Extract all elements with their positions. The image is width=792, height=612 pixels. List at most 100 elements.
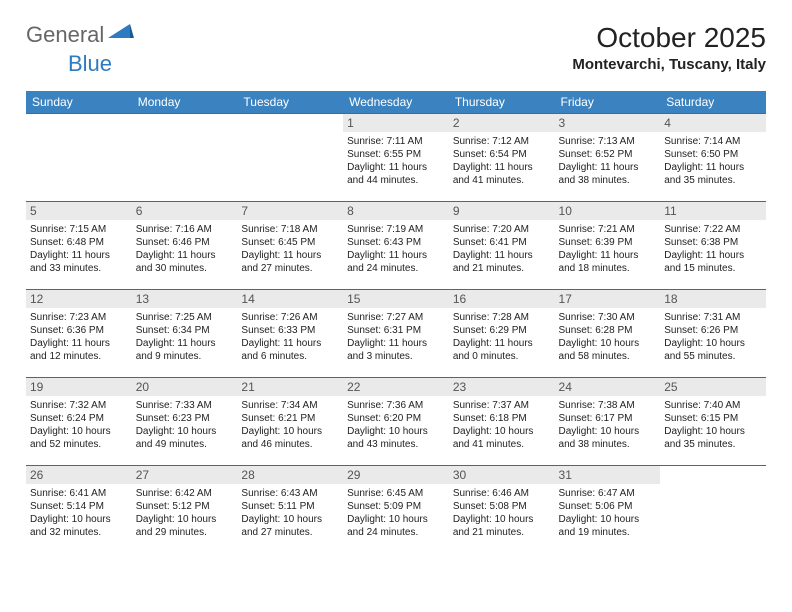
day-number: 30 (449, 466, 555, 484)
location-label: Montevarchi, Tuscany, Italy (572, 56, 766, 73)
day-detail-line: Daylight: 11 hours (136, 249, 234, 262)
day-number: 8 (343, 202, 449, 220)
day-detail-line: Sunset: 6:45 PM (241, 236, 339, 249)
day-detail-line: Daylight: 10 hours (136, 425, 234, 438)
day-details: Sunrise: 7:19 AMSunset: 6:43 PMDaylight:… (347, 223, 445, 275)
day-number: 9 (449, 202, 555, 220)
day-cell (26, 114, 132, 202)
day-details: Sunrise: 7:21 AMSunset: 6:39 PMDaylight:… (559, 223, 657, 275)
day-details: Sunrise: 6:45 AMSunset: 5:09 PMDaylight:… (347, 487, 445, 539)
day-detail-line: and 55 minutes. (664, 350, 762, 363)
day-details: Sunrise: 7:40 AMSunset: 6:15 PMDaylight:… (664, 399, 762, 451)
day-detail-line: Daylight: 10 hours (241, 425, 339, 438)
day-details: Sunrise: 7:34 AMSunset: 6:21 PMDaylight:… (241, 399, 339, 451)
dow-mon: Monday (132, 91, 238, 114)
day-cell: 8 Sunrise: 7:19 AMSunset: 6:43 PMDaylight… (343, 202, 449, 290)
day-details: Sunrise: 7:13 AMSunset: 6:52 PMDaylight:… (559, 135, 657, 187)
day-detail-line: Sunrise: 7:30 AM (559, 311, 657, 324)
day-detail-line: Daylight: 11 hours (30, 249, 128, 262)
day-detail-line: Daylight: 11 hours (664, 161, 762, 174)
day-number: 10 (555, 202, 661, 220)
day-detail-line: Sunrise: 7:38 AM (559, 399, 657, 412)
day-detail-line: Sunset: 6:24 PM (30, 412, 128, 425)
day-detail-line: Sunrise: 7:22 AM (664, 223, 762, 236)
day-number: 18 (660, 290, 766, 308)
day-details: Sunrise: 6:46 AMSunset: 5:08 PMDaylight:… (453, 487, 551, 539)
dow-wed: Wednesday (343, 91, 449, 114)
day-number: 24 (555, 378, 661, 396)
day-detail-line: Sunset: 6:28 PM (559, 324, 657, 337)
day-detail-line: Sunrise: 7:15 AM (30, 223, 128, 236)
day-detail-line: Sunrise: 7:18 AM (241, 223, 339, 236)
day-details: Sunrise: 7:20 AMSunset: 6:41 PMDaylight:… (453, 223, 551, 275)
day-detail-line: Sunset: 5:09 PM (347, 500, 445, 513)
week-row: 19 Sunrise: 7:32 AMSunset: 6:24 PM Dayligh… (26, 378, 766, 466)
day-details: Sunrise: 7:12 AMSunset: 6:54 PMDaylight:… (453, 135, 551, 187)
day-number: 3 (555, 114, 661, 132)
day-details: Sunrise: 7:11 AMSunset: 6:55 PMDaylight:… (347, 135, 445, 187)
day-detail-line: and 27 minutes. (241, 262, 339, 275)
day-detail-line: Daylight: 11 hours (453, 161, 551, 174)
month-title: October 2025 (572, 22, 766, 54)
logo-text-general: General (26, 22, 104, 48)
calendar-table: Sunday Monday Tuesday Wednesday Thursday… (26, 91, 766, 554)
day-detail-line: and 43 minutes. (347, 438, 445, 451)
day-detail-line: Daylight: 10 hours (30, 513, 128, 526)
dow-tue: Tuesday (237, 91, 343, 114)
day-detail-line: Sunset: 6:33 PM (241, 324, 339, 337)
day-cell: 27Sunrise: 6:42 AMSunset: 5:12 PMDayligh… (132, 466, 238, 554)
day-detail-line: Sunset: 5:14 PM (30, 500, 128, 513)
day-detail-line: Sunrise: 7:11 AM (347, 135, 445, 148)
day-detail-line: Sunset: 6:17 PM (559, 412, 657, 425)
day-detail-line: and 21 minutes. (453, 262, 551, 275)
day-cell: 30 Sunrise: 6:46 AMSunset: 5:08 PMDayligh… (449, 466, 555, 554)
day-cell: 21 Sunrise: 7:34 AMSunset: 6:21 PMDayligh… (237, 378, 343, 466)
day-detail-line: Sunset: 6:20 PM (347, 412, 445, 425)
day-detail-line: and 38 minutes. (559, 438, 657, 451)
day-details: Sunrise: 7:23 AMSunset: 6:36 PMDaylight:… (30, 311, 128, 363)
day-detail-line: and 30 minutes. (136, 262, 234, 275)
day-cell: 12Sunrise: 7:23 AMSunset: 6:36 PMDayligh… (26, 290, 132, 378)
day-cell: 3 Sunrise: 7:13 AMSunset: 6:52 PMDaylight… (555, 114, 661, 202)
day-detail-line: Sunrise: 6:43 AM (241, 487, 339, 500)
day-cell: 18Sunrise: 7:31 AMSunset: 6:26 PMDayligh… (660, 290, 766, 378)
day-number: 21 (237, 378, 343, 396)
day-number: 17 (555, 290, 661, 308)
day-number: 6 (132, 202, 238, 220)
day-detail-line: and 41 minutes. (453, 174, 551, 187)
day-detail-line: Sunrise: 7:28 AM (453, 311, 551, 324)
dow-thu: Thursday (449, 91, 555, 114)
day-detail-line: Sunrise: 7:32 AM (30, 399, 128, 412)
day-detail-line: Sunset: 5:11 PM (241, 500, 339, 513)
day-details: Sunrise: 6:41 AMSunset: 5:14 PMDaylight:… (30, 487, 128, 539)
day-detail-line: Sunset: 6:21 PM (241, 412, 339, 425)
day-detail-line: and 58 minutes. (559, 350, 657, 363)
day-detail-line: Sunset: 6:39 PM (559, 236, 657, 249)
day-cell: 28Sunrise: 6:43 AMSunset: 5:11 PMDayligh… (237, 466, 343, 554)
day-number: 14 (237, 290, 343, 308)
day-detail-line: and 24 minutes. (347, 262, 445, 275)
day-detail-line: Sunset: 6:23 PM (136, 412, 234, 425)
day-detail-line: Sunrise: 6:45 AM (347, 487, 445, 500)
day-number: 22 (343, 378, 449, 396)
day-number: 7 (237, 202, 343, 220)
dow-fri: Friday (555, 91, 661, 114)
day-number: 11 (660, 202, 766, 220)
day-detail-line: Sunset: 5:06 PM (559, 500, 657, 513)
day-number: 28 (237, 466, 343, 484)
day-detail-line: and 29 minutes. (136, 526, 234, 539)
day-number: 20 (132, 378, 238, 396)
day-detail-line: Sunrise: 6:41 AM (30, 487, 128, 500)
day-details: Sunrise: 7:26 AMSunset: 6:33 PMDaylight:… (241, 311, 339, 363)
logo-text-blue: Blue (68, 51, 112, 77)
day-cell: 7Sunrise: 7:18 AMSunset: 6:45 PMDaylight… (237, 202, 343, 290)
day-detail-line: and 18 minutes. (559, 262, 657, 275)
day-detail-line: and 24 minutes. (347, 526, 445, 539)
day-details: Sunrise: 7:16 AMSunset: 6:46 PMDaylight:… (136, 223, 234, 275)
day-detail-line: Sunrise: 6:46 AM (453, 487, 551, 500)
day-detail-line: Sunset: 6:46 PM (136, 236, 234, 249)
day-detail-line: Sunset: 6:34 PM (136, 324, 234, 337)
day-detail-line: and 0 minutes. (453, 350, 551, 363)
day-number: 1 (343, 114, 449, 132)
day-number: 19 (26, 378, 132, 396)
